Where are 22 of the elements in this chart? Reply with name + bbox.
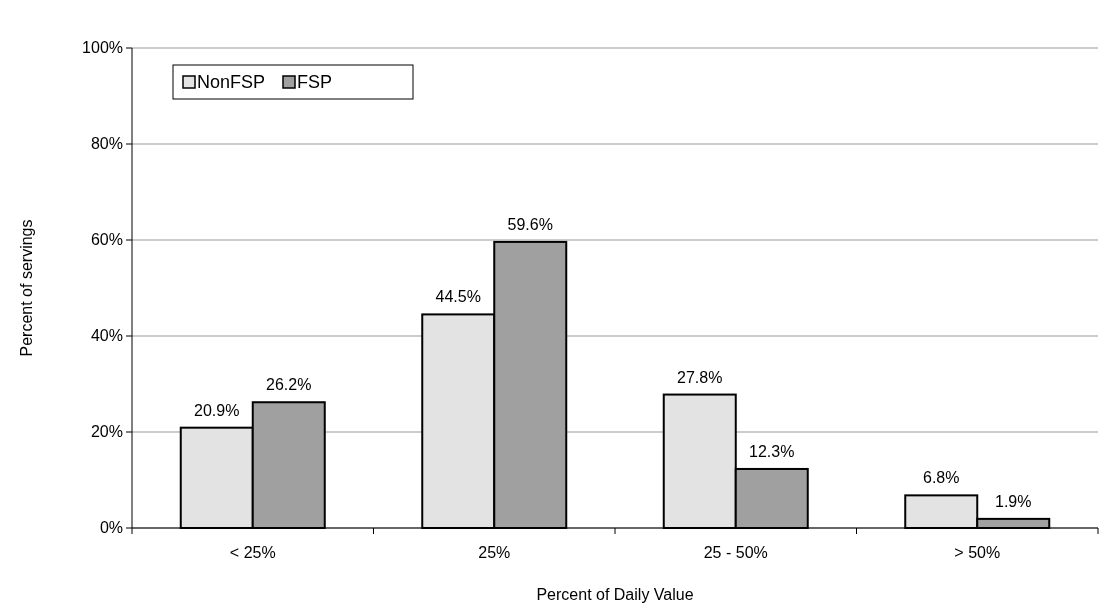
data-label: 59.6%	[507, 215, 553, 233]
y-axis-title: Percent of servings	[18, 219, 35, 357]
x-tick-label: > 50%	[954, 544, 1001, 561]
data-label: 6.8%	[923, 469, 960, 487]
data-label: 1.9%	[995, 492, 1032, 510]
y-tick-label: 60%	[90, 231, 123, 248]
legend-label: FSP	[297, 72, 333, 92]
data-label: 20.9%	[194, 401, 240, 419]
data-label: 27.8%	[677, 368, 723, 386]
x-tick-label: < 25%	[229, 544, 276, 561]
y-tick-label: 0%	[99, 519, 123, 536]
y-tick-label: 20%	[90, 423, 123, 440]
y-tick-label: 40%	[90, 327, 123, 344]
data-label: 12.3%	[749, 442, 795, 460]
data-label: 26.2%	[266, 376, 312, 394]
y-tick-label: 100%	[82, 39, 123, 56]
y-tick-label: 80%	[90, 135, 123, 152]
x-tick-label: 25 - 50%	[703, 544, 768, 561]
legend-label: NonFSP	[197, 72, 266, 92]
x-axis-title: Percent of Daily Value	[536, 586, 694, 603]
x-tick-label: 25%	[478, 544, 511, 561]
data-label: 44.5%	[435, 288, 481, 306]
